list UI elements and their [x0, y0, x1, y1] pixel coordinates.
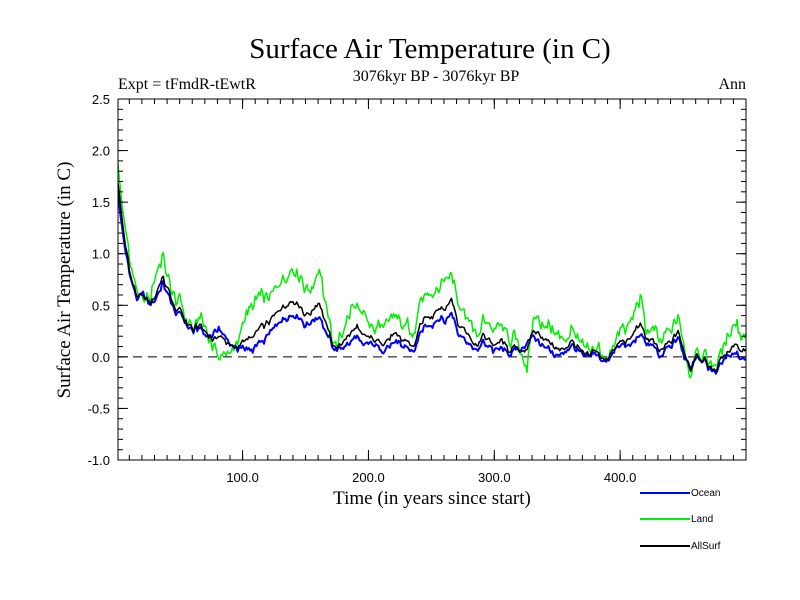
y-tick-label: 2.5 [92, 92, 110, 107]
plot-frame [117, 98, 747, 461]
x-tick-label: 300.0 [478, 470, 511, 485]
legend-label-allsurf: AllSurf [691, 541, 721, 552]
x-axis-label: Time (in years since start) [333, 488, 531, 509]
legend: Ocean Land AllSurf [640, 488, 721, 552]
y-tick-label: 1.5 [92, 195, 110, 210]
x-tick-label: 200.0 [352, 470, 385, 485]
y-tick-label: 1.0 [92, 247, 110, 262]
x-tick-label: 100.0 [226, 470, 259, 485]
expt-label: Expt = tFmdR-tEwtR [118, 76, 256, 93]
y-tick-label: 2.0 [92, 144, 110, 159]
series-line-ocean [118, 191, 746, 375]
series-line-land [118, 163, 746, 379]
season-label: Ann [718, 76, 746, 93]
series-line-allsurf [118, 182, 746, 373]
y-tick-label: -1.0 [88, 453, 110, 468]
chart-title: Surface Air Temperature (in C) [249, 33, 610, 65]
legend-label-land: Land [691, 514, 713, 525]
period-label: 3076kyr BP - 3076kyr BP [353, 68, 520, 85]
legend-label-ocean: Ocean [691, 488, 720, 499]
x-tick-label: 400.0 [604, 470, 637, 485]
y-tick-label: 0.0 [92, 350, 110, 365]
y-tick-label: 0.5 [92, 298, 110, 313]
y-axis-label: Surface Air Temperature (in C) [54, 162, 75, 399]
y-tick-label: -0.5 [88, 401, 110, 416]
